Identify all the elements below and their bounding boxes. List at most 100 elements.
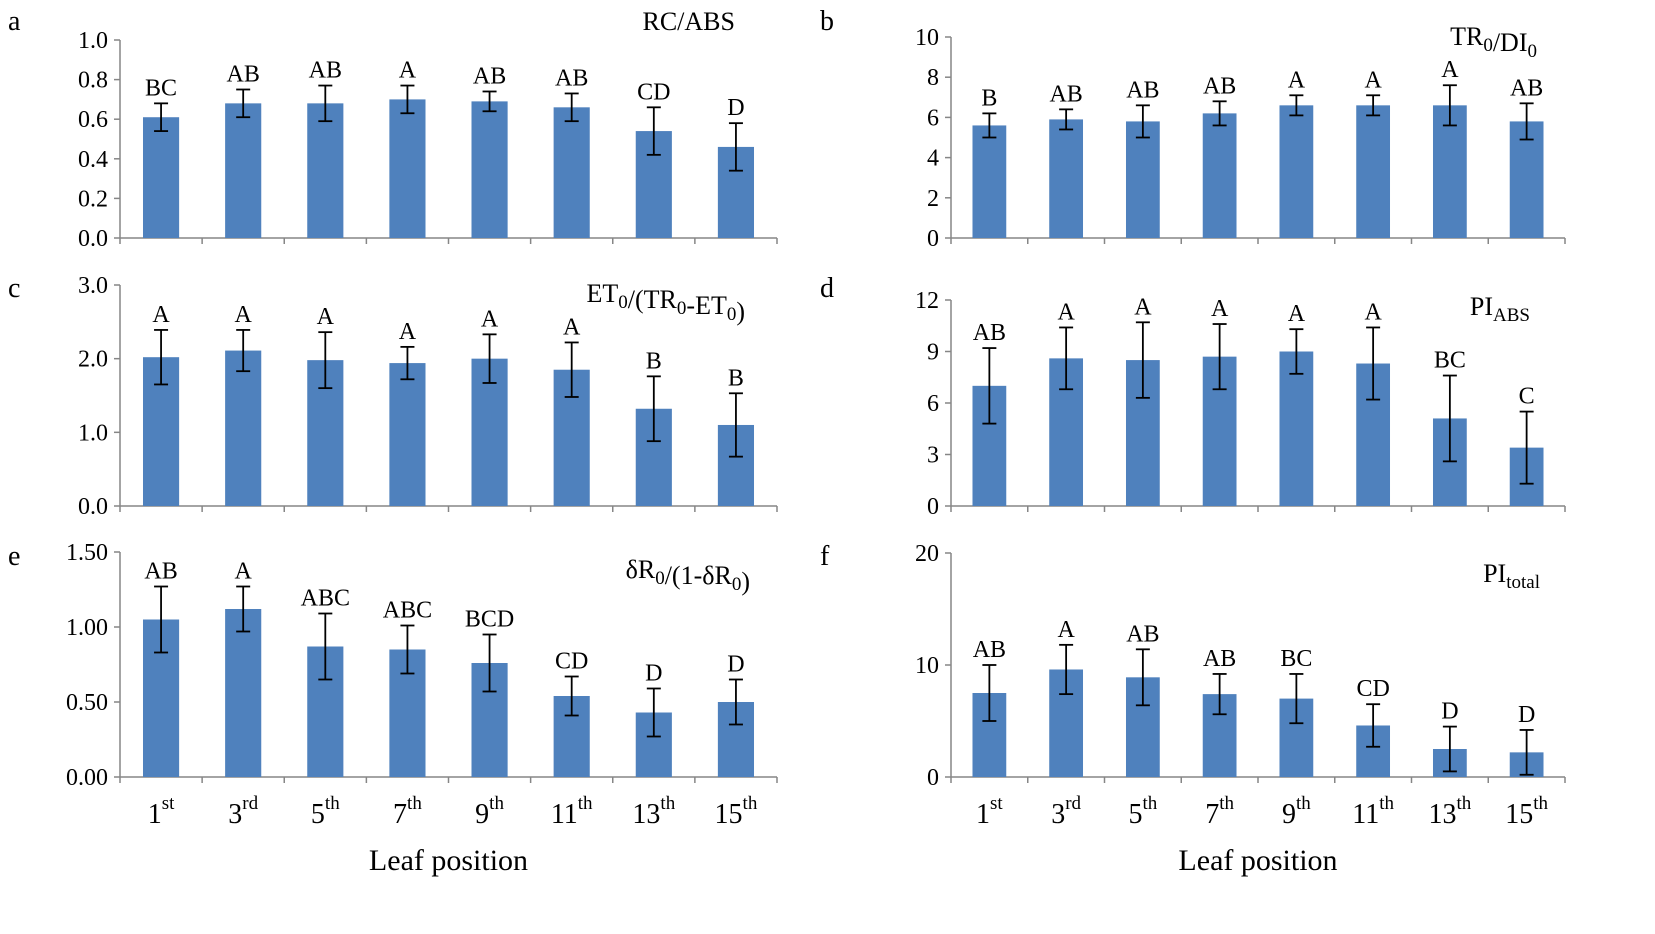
x-tick-label: 7th [1205,793,1234,830]
significance-letter: AB [1510,75,1543,101]
bar [389,363,426,506]
x-tick-label: 7th [393,793,422,830]
y-tick-label: 12 [915,288,939,314]
panel-label: c [8,273,20,304]
panel-title: PItotal [1483,559,1540,593]
error-bar [1059,108,1074,131]
y-tick-label: 0 [927,494,939,520]
x-tick-label: 9th [475,793,504,830]
error-bar [1519,102,1534,141]
error-bar [564,675,579,717]
error-bar [728,392,743,458]
panel-title: ET0/(TR0-ET0) [587,279,745,326]
error-bar [1135,104,1150,139]
significance-letter: CD [1356,676,1389,702]
x-tick-label: 13th [1428,793,1471,830]
bar [1279,351,1314,506]
significance-letter: A [399,58,417,84]
significance-letter: A [1364,299,1382,325]
bar [471,101,508,238]
significance-letter: D [645,661,662,687]
x-tick-label: 3rd [228,793,258,830]
x-tick-label: 15th [1505,793,1548,830]
significance-letter: AB [1203,646,1236,672]
error-bar [982,112,997,139]
error-bar [646,375,661,443]
significance-letter: ABC [383,598,432,624]
panel-label: a [8,6,21,37]
significance-letter: D [727,652,744,678]
x-tick-label: 5th [1128,793,1157,830]
bar [972,125,1007,238]
significance-letter: A [1288,67,1306,93]
significance-letter: D [727,95,744,121]
error-bar [1366,326,1381,401]
significance-letter: C [1519,384,1535,410]
y-tick-label: 0 [927,765,939,791]
significance-letter: ABC [301,586,350,612]
error-bar [1442,84,1457,127]
y-tick-label: 0.50 [66,690,108,716]
error-bar [154,329,169,386]
significance-letter: A [235,302,253,328]
x-tick-label: 11th [1352,793,1394,830]
error-bar [236,585,251,633]
error-bar [1366,94,1381,117]
error-bar [728,678,743,726]
y-tick-label: 10 [915,25,939,51]
bar [1125,121,1160,238]
significance-letter: A [235,559,253,585]
panel-title: TR0/DI0 [1450,22,1537,62]
bar [142,117,180,238]
bar [1432,105,1467,238]
error-bar [1442,725,1457,773]
error-bar [482,633,497,693]
x-tick-label: 11th [551,793,593,830]
x-tick-label: 1st [976,793,1003,830]
significance-letter: BCD [465,607,514,633]
panel-label: e [8,541,20,572]
significance-letter: A [1134,294,1152,320]
significance-letter: AB [973,637,1006,663]
significance-letter: AB [144,559,177,585]
y-tick-label: 1.0 [78,28,108,54]
panel-title: δR0/(1-δR0) [626,555,750,596]
y-tick-label: 6 [927,391,939,417]
error-bar [318,612,333,681]
significance-letter: A [1057,617,1075,643]
x-axis-title: Leaf position [1178,844,1337,877]
panel-label: d [820,273,834,304]
x-tick-label: 1st [148,793,175,830]
y-tick-label: 1.50 [66,540,108,566]
significance-letter: BC [1280,646,1312,672]
significance-letter: A [317,304,335,330]
error-bar [982,664,997,722]
bar [225,103,262,238]
error-bar [1212,673,1227,716]
y-tick-label: 8 [927,65,939,91]
error-bar [1519,410,1534,485]
bar [1202,113,1237,238]
significance-letter: CD [555,649,588,675]
error-bar [1212,323,1227,391]
y-tick-label: 6 [927,105,939,131]
panel-c: 0.0 1.0 2.0 3.0 A A A A A A B B ET0/(TR0-ET0) c [8,273,778,520]
error-bar [1366,703,1381,748]
x-tick-label: 15th [715,793,758,830]
error-bar [154,585,169,654]
significance-letter: AB [309,58,342,84]
panel-label: f [820,541,830,572]
panel-f: 0 10 20 AB A AB AB BC CD D D PItotal f 1st 3rd 5th 7th 9t… [820,541,1566,877]
bar [225,350,262,506]
panel-a: 0.0 0.2 0.4 0.6 0.8 1.0 BC AB AB A AB AB CD D RC/ABS a [8,6,778,252]
bar [1356,105,1391,238]
significance-letter: A [481,306,499,332]
y-tick-label: 2 [927,186,939,212]
error-bar [154,102,169,132]
significance-letter: A [1441,57,1459,83]
significance-letter: AB [227,62,260,88]
y-tick-label: 3 [927,443,939,469]
bar [389,99,426,239]
error-bar [1135,321,1150,399]
error-bar [236,329,251,373]
